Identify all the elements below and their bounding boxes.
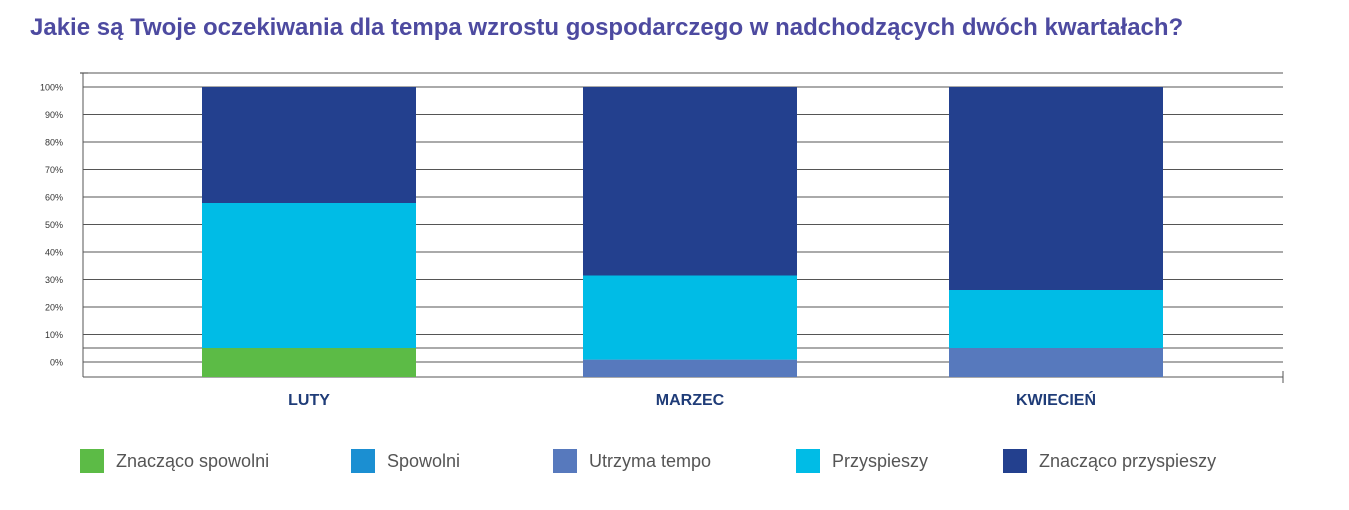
legend-swatch: [553, 449, 577, 473]
y-tick-label: 0%: [50, 358, 63, 368]
bar-segment: [583, 87, 797, 276]
x-category-label: KWIECIEŃ: [1016, 390, 1096, 409]
bar-segment: [949, 348, 1163, 377]
y-tick-label: 70%: [45, 165, 63, 175]
y-tick-label: 100%: [40, 83, 63, 93]
bar-segment: [949, 87, 1163, 290]
bar-segment: [583, 359, 797, 377]
stacked-bar-chart: 0% 10% 20% 30% 40% 50% 60% 70% 80% 90% 100% LUTY MAR…: [40, 72, 1284, 409]
legend-swatch: [351, 449, 375, 473]
y-tick-label: 90%: [45, 110, 63, 120]
legend-item: Utrzyma tempo: [553, 448, 711, 474]
x-category-label: MARZEC: [656, 392, 725, 409]
legend-swatch: [80, 449, 104, 473]
y-tick-label: 80%: [45, 138, 63, 148]
legend-swatch: [796, 449, 820, 473]
legend-label: Znacząco spowolni: [116, 450, 270, 471]
y-tick-label: 10%: [45, 330, 63, 340]
legend-swatch: [1003, 449, 1027, 473]
y-tick-label: 20%: [45, 303, 63, 313]
chart-legend: Znacząco spowolni Spowolni Utrzyma tempo Pr…: [80, 448, 1320, 476]
legend-item: Znacząco spowolni: [80, 448, 269, 474]
legend-label: Spowolni: [387, 450, 461, 471]
legend-label: Znacząco przyspieszy: [1039, 450, 1217, 471]
bar-segment: [583, 275, 797, 360]
legend-item: Przyspieszy: [796, 448, 928, 474]
bar-segment: [202, 87, 416, 203]
legend-label: Przyspieszy: [832, 450, 929, 471]
bar-segment: [202, 348, 416, 377]
legend-label: Utrzyma tempo: [589, 450, 712, 471]
chart-title: Jakie są Twoje oczekiwania dla tempa wzr…: [30, 14, 1184, 41]
y-tick-label: 40%: [45, 248, 63, 258]
legend-item: Znacząco przyspieszy: [1003, 448, 1216, 474]
y-tick-label: 60%: [45, 193, 63, 203]
y-tick-label: 30%: [45, 275, 63, 285]
bar-segment: [202, 203, 416, 348]
y-tick-label: 50%: [45, 220, 63, 230]
legend-item: Spowolni: [351, 448, 460, 474]
bar-segment: [949, 290, 1163, 348]
x-category-label: LUTY: [288, 392, 330, 409]
